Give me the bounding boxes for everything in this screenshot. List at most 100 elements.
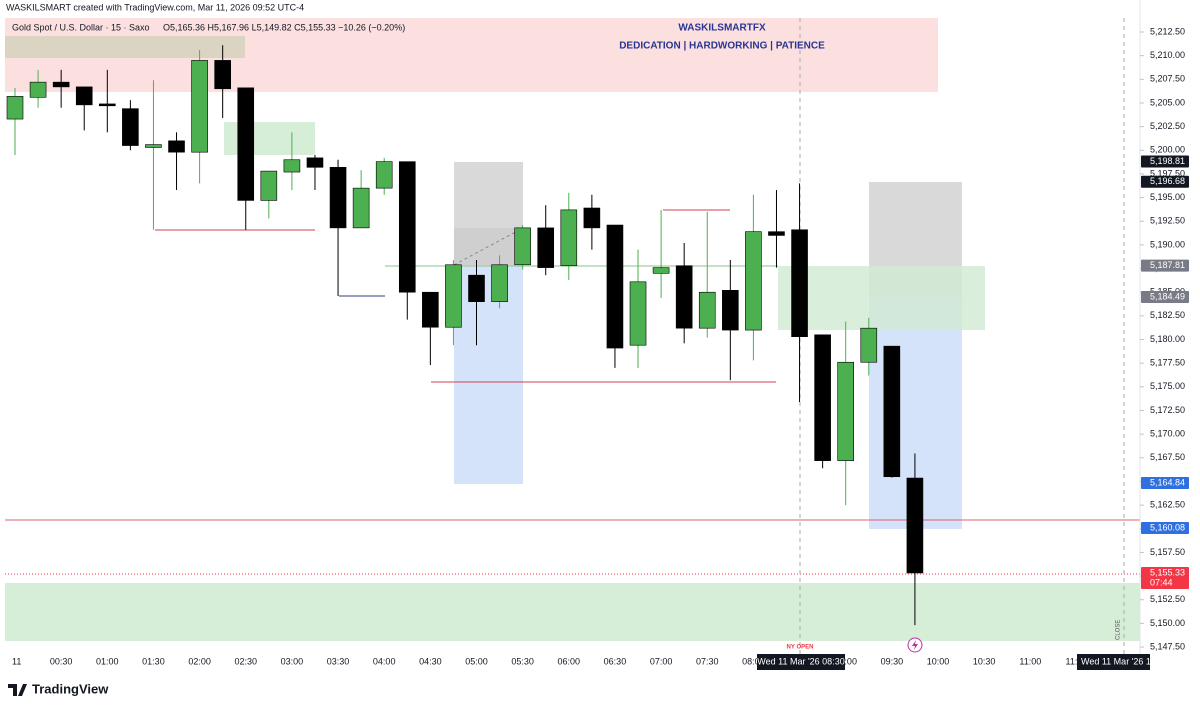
- x-tick-label: 10:30: [973, 656, 996, 666]
- x-tick-label: 10:00: [927, 656, 950, 666]
- crosshair-label: Wed 11 Mar '26 12: [1077, 654, 1150, 670]
- x-tick-label: 05:00: [465, 656, 488, 666]
- candle-body: [398, 161, 416, 293]
- candle-body: [814, 334, 831, 461]
- y-tick-label: 5,205.00: [1150, 97, 1185, 107]
- x-tick-label: 01:00: [96, 656, 119, 666]
- crosshair-label: [757, 654, 845, 670]
- price-tag-label: 5,184.49: [1150, 291, 1185, 301]
- x-tick-label: 11: [12, 656, 21, 666]
- ohlc: O5,165.36 H5,167.96 L5,149.82 C5,155.33 …: [163, 22, 405, 32]
- price-tag: [1141, 155, 1189, 168]
- y-tick-label: 5,202.50: [1150, 121, 1185, 131]
- candle-body: [122, 108, 139, 146]
- brand: TradingView: [32, 681, 109, 696]
- candle-body: [883, 345, 901, 478]
- y-tick-label: 5,200.00: [1150, 145, 1185, 155]
- y-tick-label: 5,197.50: [1150, 168, 1185, 178]
- y-tick-label: 5,167.50: [1150, 452, 1185, 462]
- y-tick-label: 5,162.50: [1150, 499, 1185, 509]
- logo: TradingView: [8, 681, 109, 696]
- price-tag-label: 5,155.33: [1150, 567, 1185, 577]
- candle-body: [145, 144, 162, 148]
- candle-body: [306, 157, 324, 168]
- crosshair-text: Wed 11 Mar '26 08:30: [757, 656, 844, 666]
- x-tick-label: 05:30: [511, 656, 534, 666]
- y-tick-label: 5,180.00: [1150, 334, 1185, 344]
- candle-body: [860, 327, 878, 363]
- reward-box: [454, 265, 523, 484]
- annotation: CLOSE: [1116, 620, 1122, 640]
- y-tick-label: 5,192.50: [1150, 216, 1185, 226]
- x-tick-label: 03:30: [327, 656, 350, 666]
- countdown: 07:44: [1150, 577, 1173, 587]
- price-tag: [1141, 291, 1189, 304]
- credit: WASKILSMART created with TradingView.com…: [6, 2, 304, 12]
- x-tick-label: 00:30: [50, 656, 73, 666]
- price-tag-label: 5,160.08: [1150, 522, 1185, 532]
- x-tick-label: 11:00: [1019, 656, 1041, 666]
- y-tick-label: 5,172.50: [1150, 405, 1185, 415]
- annotation: NY OPEN: [787, 645, 814, 651]
- candle-body: [722, 290, 739, 331]
- y-tick-label: 5,190.00: [1150, 239, 1185, 249]
- price-tag: [1141, 175, 1189, 188]
- price-tag: [1141, 259, 1189, 272]
- candle-body: [6, 96, 24, 120]
- price-tag: [1141, 566, 1189, 589]
- demand-zone: [5, 583, 1140, 641]
- y-tick-label: 5,207.50: [1150, 74, 1185, 84]
- candle-body: [629, 281, 647, 346]
- candle-body: [560, 209, 578, 267]
- x-tick-label: 04:00: [373, 656, 396, 666]
- candle-body: [791, 229, 808, 337]
- candle-body: [906, 477, 924, 574]
- price-tag-label: 5,196.68: [1150, 176, 1185, 186]
- price-tag-label: 5,164.84: [1150, 477, 1185, 487]
- x-tick-label: 04:30: [419, 656, 442, 666]
- symbol: Gold Spot / U.S. Dollar · 15 · Saxo: [12, 22, 150, 32]
- candle-body: [537, 227, 555, 268]
- x-tick-label: 11:30: [1066, 656, 1088, 666]
- price-tag: [1141, 476, 1189, 489]
- candle-body: [260, 170, 278, 201]
- zone: [5, 36, 245, 58]
- candle-body: [214, 60, 231, 90]
- candle-body: [768, 231, 785, 236]
- crosshair-bg: [1077, 654, 1150, 670]
- y-tick-label: 5,177.50: [1150, 358, 1185, 368]
- candle-body: [606, 224, 624, 349]
- candle-body: [652, 267, 670, 274]
- x-tick-label: 08:00: [742, 656, 765, 666]
- x-tick-label: 09:30: [881, 656, 904, 666]
- candle-body: [99, 103, 116, 107]
- y-tick-label: 5,152.50: [1150, 594, 1185, 604]
- candle-body: [422, 291, 439, 328]
- candle-body: [329, 167, 347, 229]
- axis-bg: [0, 655, 1200, 710]
- tagline: DEDICATION | HARDWORKING | PATIENCE: [619, 41, 825, 52]
- candle-body: [698, 291, 716, 329]
- candle-body: [29, 81, 47, 98]
- event-icon: [912, 640, 918, 650]
- watermark: WASKILSMARTFX: [678, 23, 766, 34]
- candle-body: [491, 264, 508, 302]
- price-tag-label: 5,198.81: [1150, 156, 1185, 166]
- candle-body: [168, 140, 185, 153]
- candle-body: [675, 265, 693, 329]
- candle-body: [514, 227, 531, 266]
- x-tick-label: 07:00: [650, 656, 673, 666]
- candle-body: [52, 81, 70, 88]
- y-tick-label: 5,195.00: [1150, 192, 1185, 202]
- candle-body: [583, 207, 601, 229]
- candle-body: [445, 264, 462, 328]
- candle-body: [837, 361, 855, 461]
- y-tick-label: 5,212.50: [1150, 26, 1185, 36]
- candle-body: [745, 231, 762, 331]
- trend-line: [453, 227, 524, 266]
- y-tick-label: 5,210.00: [1150, 50, 1185, 60]
- y-tick-label: 5,182.50: [1150, 310, 1185, 320]
- y-tick-label: 5,150.00: [1150, 618, 1185, 628]
- candles: [6, 45, 924, 626]
